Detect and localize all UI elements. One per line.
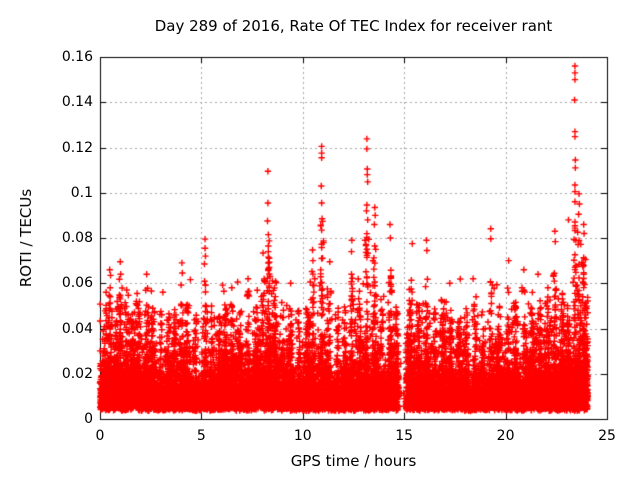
y-tick-label: 0.04 <box>61 320 93 337</box>
chart-title: Day 289 of 2016, Rate Of TEC Index for r… <box>154 17 553 35</box>
y-tick-label: 0.06 <box>61 275 93 292</box>
x-tick-label: 5 <box>196 428 206 444</box>
x-tick-label: 0 <box>95 428 105 444</box>
x-axis-label: GPS time / hours <box>290 452 417 470</box>
y-tick-label: 0.16 <box>61 49 93 65</box>
x-tick-label: 10 <box>293 428 312 444</box>
y-tick-label: 0.12 <box>61 139 93 156</box>
y-tick-label: 0 <box>84 411 93 427</box>
y-tick-label: 0.1 <box>70 184 93 201</box>
x-tick-label: 15 <box>395 428 414 444</box>
y-tick-label: 0.02 <box>61 365 93 382</box>
x-tick-label: 25 <box>598 428 616 444</box>
y-tick-label: 0.14 <box>61 94 93 111</box>
x-tick-label: 20 <box>496 428 515 444</box>
y-tick-label: 0.08 <box>61 230 93 246</box>
